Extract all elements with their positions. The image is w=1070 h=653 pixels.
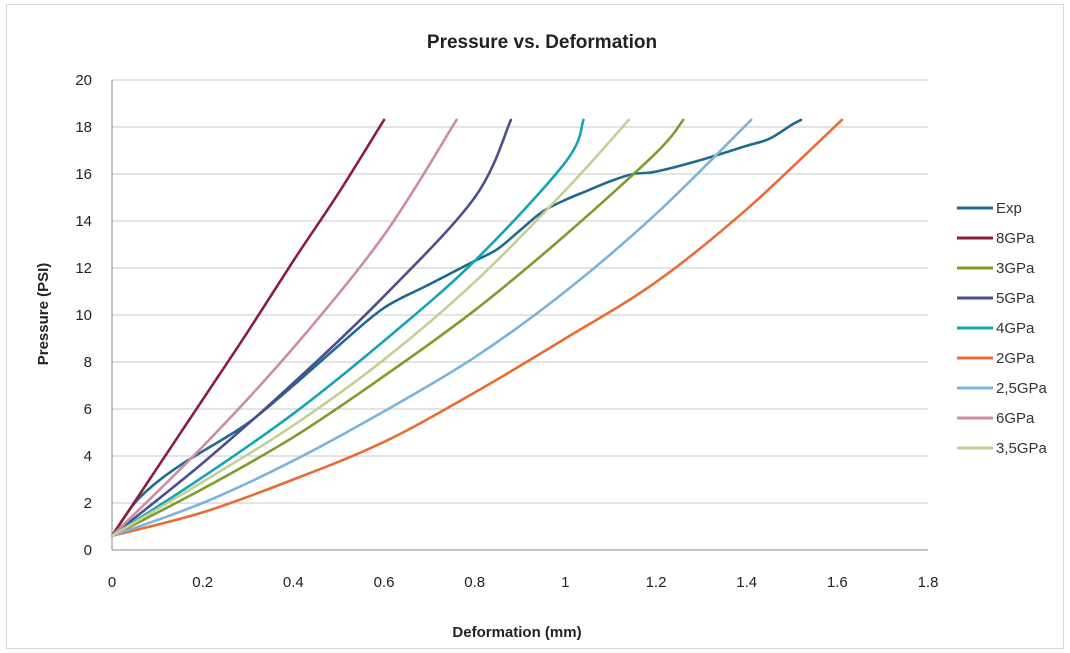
series-line-2gpa bbox=[110, 118, 844, 538]
y-tick-label: 18 bbox=[75, 119, 92, 136]
x-tick-label: 0.8 bbox=[464, 574, 485, 591]
legend-label-8gpa: 8GPa bbox=[996, 230, 1035, 247]
legend-label-3-5gpa: 3,5GPa bbox=[996, 440, 1048, 457]
chart-title: Pressure vs. Deformation bbox=[427, 32, 657, 53]
series-line-3-5gpa bbox=[110, 118, 631, 538]
series-line-5gpa bbox=[110, 118, 513, 538]
x-axis-title: Deformation (mm) bbox=[452, 624, 581, 641]
x-tick-labels: 0 0.2 0.4 0.6 0.8 1 1.2 1.4 1.6 1.8 bbox=[108, 574, 939, 591]
x-tick-label: 1.4 bbox=[736, 574, 757, 591]
legend-label-exp: Exp bbox=[996, 200, 1022, 217]
y-tick-label: 0 bbox=[84, 542, 92, 559]
y-tick-labels: 0 2 4 6 8 10 12 14 16 18 20 bbox=[75, 72, 92, 559]
y-tick-label: 4 bbox=[84, 448, 92, 465]
x-tick-label: 1.6 bbox=[827, 574, 848, 591]
x-tick-label: 1.8 bbox=[918, 574, 939, 591]
y-tick-label: 6 bbox=[84, 401, 92, 418]
series-line-6gpa bbox=[110, 118, 458, 538]
series-line-3gpa bbox=[110, 118, 685, 538]
legend-label-5gpa: 5GPa bbox=[996, 290, 1035, 307]
gridlines bbox=[112, 79, 928, 551]
series-line-2-5gpa bbox=[110, 118, 753, 538]
legend-label-3gpa: 3GPa bbox=[996, 260, 1035, 277]
series-line-exp bbox=[110, 118, 803, 538]
x-tick-label: 1.2 bbox=[646, 574, 667, 591]
y-tick-label: 10 bbox=[75, 307, 92, 324]
x-tick-label: 0.2 bbox=[192, 574, 213, 591]
x-tick-label: 0 bbox=[108, 574, 116, 591]
y-tick-label: 14 bbox=[75, 213, 92, 230]
y-tick-label: 2 bbox=[84, 495, 92, 512]
legend-label-6gpa: 6GPa bbox=[996, 410, 1035, 427]
x-tick-label: 1 bbox=[561, 574, 569, 591]
legend: Exp 8GPa 3GPa 5GPa 4GPa 2GPa 2,5GPa 6GPa 3,5GPa bbox=[957, 200, 1048, 457]
series-line-8gpa bbox=[110, 118, 386, 538]
series-layer bbox=[110, 118, 844, 538]
chart-frame bbox=[6, 4, 1064, 649]
series-line-4gpa bbox=[110, 118, 585, 538]
y-tick-label: 20 bbox=[75, 72, 92, 89]
x-tick-label: 0.4 bbox=[283, 574, 304, 591]
legend-label-4gpa: 4GPa bbox=[996, 320, 1035, 337]
legend-label-2-5gpa: 2,5GPa bbox=[996, 380, 1048, 397]
y-tick-label: 16 bbox=[75, 166, 92, 183]
axes bbox=[111, 80, 928, 551]
y-tick-label: 8 bbox=[84, 354, 92, 371]
y-axis-title: Pressure (PSI) bbox=[35, 263, 52, 366]
legend-label-2gpa: 2GPa bbox=[996, 350, 1035, 367]
x-tick-label: 0.6 bbox=[374, 574, 395, 591]
y-tick-label: 12 bbox=[75, 260, 92, 277]
